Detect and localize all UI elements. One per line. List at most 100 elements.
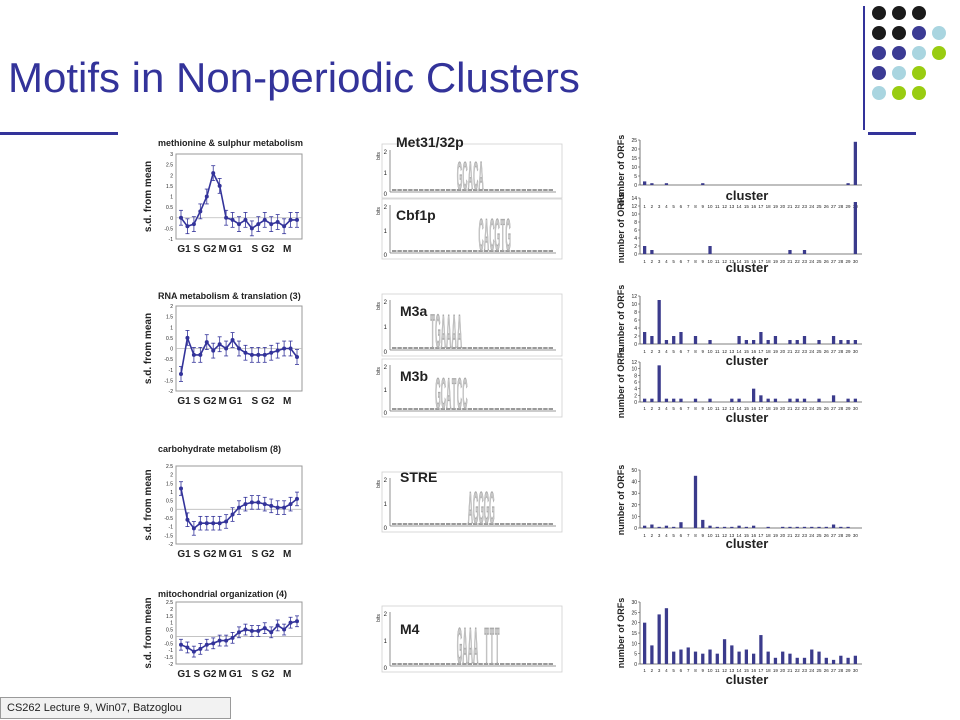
bar: [693, 398, 698, 402]
corner-dot: [872, 26, 886, 40]
y-tick-label: -0.5: [164, 357, 173, 363]
data-point: [179, 215, 183, 220]
data-point: [275, 348, 280, 353]
motif-position-mark: [527, 347, 532, 349]
data-point: [198, 521, 203, 526]
motif-letter: A: [468, 618, 473, 674]
data-point: [230, 635, 235, 640]
motif-position-mark: [527, 250, 532, 252]
motif-position-mark: [408, 523, 413, 525]
bar-x-tick-label: 20: [780, 349, 786, 354]
bar: [788, 250, 792, 254]
motif-position-mark: [521, 408, 526, 410]
bar-x-tick-label: 7: [687, 349, 690, 354]
bar-x-tick-label: 7: [687, 259, 690, 264]
bar-x-tick-label: 25: [816, 349, 822, 354]
corner-dot: [872, 6, 886, 20]
data-point: [295, 619, 299, 624]
bar-y-tick-label: 25: [631, 138, 637, 144]
bar: [839, 340, 843, 344]
bar-x-tick-label: 4: [665, 668, 668, 673]
bar-x-tick-label: 5: [672, 668, 675, 673]
bar-x-tick-label: 7: [687, 204, 690, 209]
bar-x-tick-label: 26: [824, 533, 830, 538]
motif-position-mark: [451, 347, 456, 349]
bar-x-tick-label: 17: [758, 259, 764, 264]
bar-x-tick-label: 16: [751, 349, 757, 354]
motif-position-mark: [537, 523, 543, 525]
motif-position-mark: [521, 663, 526, 665]
data-point: [217, 521, 222, 526]
motif-letter: C: [457, 370, 462, 417]
motif-letter: A: [484, 210, 489, 260]
bar: [759, 635, 763, 664]
data-point: [249, 500, 254, 505]
bar-x-tick-label: 4: [665, 204, 668, 209]
bar: [788, 398, 792, 402]
bar-x-tick-label: 13: [729, 349, 735, 354]
bar: [650, 250, 654, 254]
bar: [730, 645, 734, 664]
bar: [759, 332, 763, 344]
bar: [846, 183, 850, 185]
y-tick-label: 0.5: [166, 499, 173, 505]
motif-position-mark: [462, 250, 467, 252]
data-point: [269, 350, 274, 355]
motif-position-mark: [413, 250, 418, 252]
y-tick-label: -1.5: [164, 378, 173, 384]
motif-position-mark: [500, 523, 505, 525]
motif-position-mark: [402, 189, 408, 191]
motif-position-mark: [467, 408, 472, 410]
bar: [795, 340, 799, 344]
motif-position-mark: [478, 663, 483, 665]
bar-x-tick-label: 25: [816, 259, 822, 264]
motif-letter: T: [484, 618, 488, 674]
motif-position-mark: [521, 250, 526, 252]
y-tick-label: 2: [170, 173, 173, 179]
bar-x-tick-label: 12: [722, 406, 728, 411]
bar-x-tick-label: 15: [744, 349, 750, 354]
data-point: [275, 623, 280, 628]
data-point: [249, 628, 254, 633]
bar: [650, 398, 654, 402]
bar-x-tick-label: 10: [707, 533, 713, 538]
bar-x-tick-label: 28: [838, 204, 844, 209]
bar-x-tick-label: 23: [802, 349, 808, 354]
data-point: [217, 342, 222, 347]
motif-position-mark: [440, 408, 445, 410]
motif-axis-label: bits: [376, 152, 382, 160]
bar: [752, 340, 756, 344]
motif-position-mark: [413, 408, 418, 410]
bar-y-tick-label: 5: [634, 174, 637, 180]
bar-y-tick-label: 0: [634, 183, 637, 189]
motif-axis-label: bits: [376, 367, 382, 375]
bar-x-tick-label: 18: [766, 406, 772, 411]
y-tick-label: 3: [170, 152, 173, 158]
data-point: [185, 517, 190, 522]
data-point: [269, 503, 274, 508]
bar: [672, 526, 676, 528]
y-tick-label: -1: [169, 237, 174, 243]
motif-position-mark: [516, 347, 521, 349]
bar: [737, 651, 741, 664]
data-point: [198, 352, 203, 357]
bar-y-tick-label: 10: [631, 165, 637, 171]
bar-x-tick-label: 15: [744, 668, 750, 673]
bar: [664, 525, 669, 528]
bar-y-tick-label: 4: [634, 326, 637, 332]
bar-x-tick-label: 21: [787, 259, 793, 264]
data-point: [230, 512, 235, 517]
motif-position-mark: [543, 663, 548, 665]
y-tick-label: 2.5: [166, 464, 173, 470]
bar: [708, 340, 712, 344]
bar-y-tick-label: 15: [631, 631, 637, 637]
bar-x-tick-label: 19: [773, 259, 779, 264]
bar-x-tick-label: 7: [687, 533, 690, 538]
bar-y-axis-label: number of ORFs: [616, 135, 626, 206]
motif-position-mark: [467, 523, 472, 525]
motif-position-mark: [435, 347, 440, 349]
bar-x-tick-label: 30: [853, 668, 859, 673]
y-tick-label: 1.5: [166, 481, 173, 487]
bar: [802, 250, 807, 254]
motif-name: STRE: [400, 469, 437, 485]
